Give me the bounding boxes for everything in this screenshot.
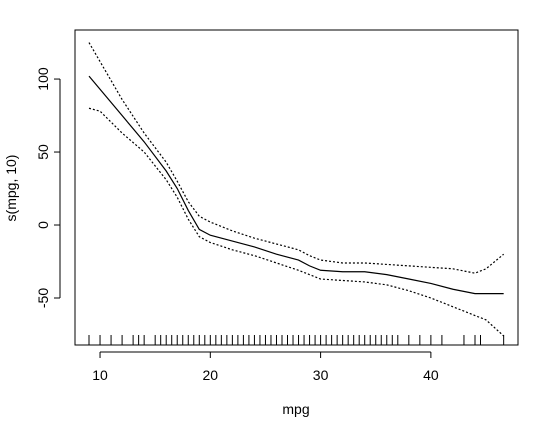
y-tick-label: 50 <box>35 144 51 160</box>
x-tick-label: 40 <box>423 367 439 383</box>
x-tick-label: 20 <box>203 367 219 383</box>
y-tick-label: 0 <box>35 221 51 229</box>
y-tick-label: -50 <box>35 288 51 308</box>
series-line <box>88 107 505 337</box>
x-tick-label: 10 <box>92 367 108 383</box>
x-tick-label: 30 <box>313 367 329 383</box>
x-axis-label: mpg <box>282 401 309 417</box>
series-line <box>88 75 504 295</box>
y-tick-label: 100 <box>35 67 51 91</box>
series-line <box>88 42 505 274</box>
y-axis-label: s(mpg, 10) <box>3 155 19 222</box>
plot-box <box>74 29 519 346</box>
